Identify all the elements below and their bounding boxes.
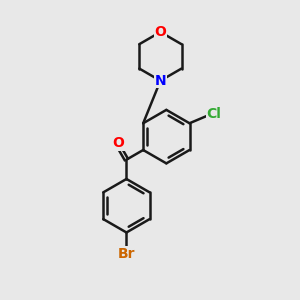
Text: O: O xyxy=(112,136,124,150)
Text: N: N xyxy=(154,74,166,88)
Text: O: O xyxy=(154,25,166,39)
Text: Br: Br xyxy=(118,247,135,261)
Text: Cl: Cl xyxy=(206,107,221,121)
